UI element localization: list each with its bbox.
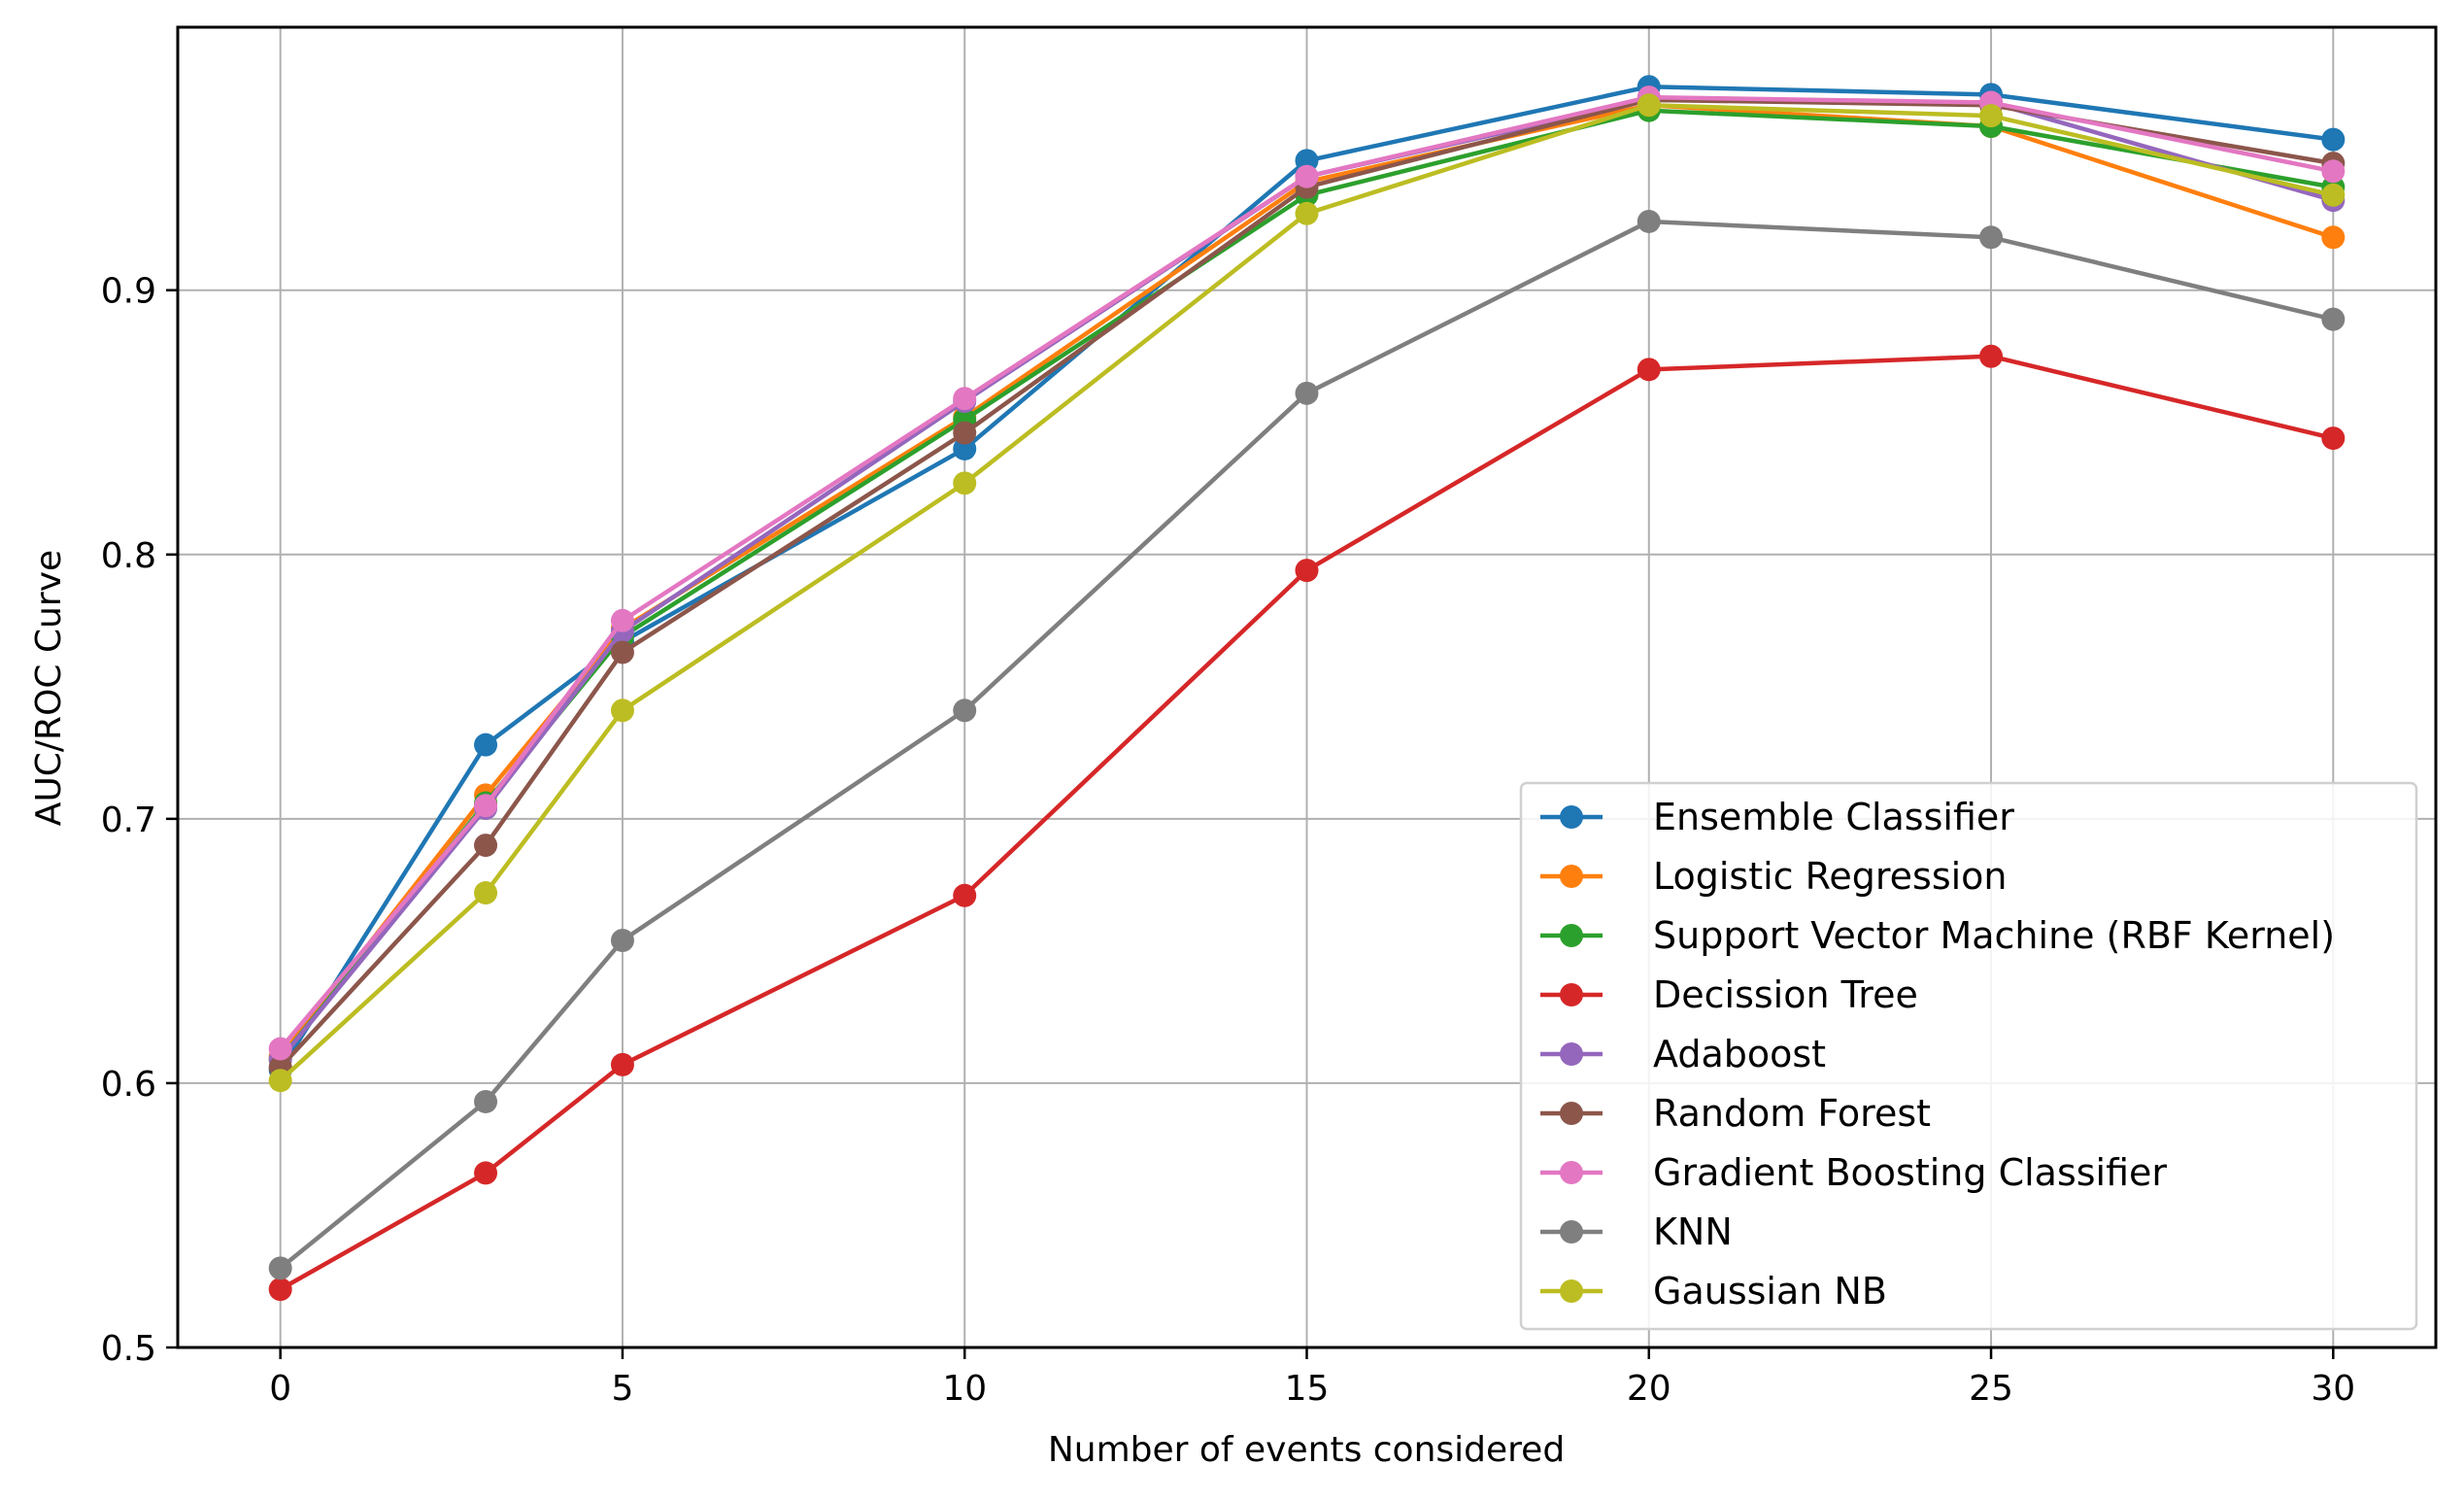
- y-tick-label: 0.6: [101, 1065, 156, 1105]
- x-tick-label: 30: [2311, 1369, 2355, 1409]
- legend-marker: [1560, 1161, 1583, 1184]
- x-tick-label: 0: [269, 1369, 291, 1409]
- legend-label: Gaussian NB: [1653, 1270, 1887, 1312]
- data-point: [610, 699, 634, 723]
- series-9: [268, 93, 2346, 1093]
- data-point: [610, 608, 634, 632]
- series-8: [268, 209, 2346, 1280]
- legend-label: KNN: [1653, 1210, 1733, 1253]
- legend: Ensemble Classifier Logistic Regression Su…: [1519, 781, 2418, 1331]
- data-point: [1979, 225, 2004, 250]
- y-tick-label: 0.8: [101, 536, 156, 576]
- series-line: [278, 94, 2334, 1051]
- data-point: [953, 387, 977, 411]
- data-point: [2321, 307, 2346, 331]
- series-line: [279, 219, 2334, 1271]
- legend-marker: [1560, 805, 1583, 829]
- legend-marker: [1560, 1042, 1583, 1066]
- legend-label: Gradient Boosting Classifier: [1653, 1151, 2167, 1194]
- data-point: [2321, 159, 2346, 184]
- y-tick-label: 0.9: [101, 272, 156, 312]
- x-tick-label: 10: [942, 1369, 987, 1409]
- data-point: [268, 1256, 292, 1280]
- legend-label: Decission Tree: [1653, 973, 1918, 1016]
- data-point: [2321, 127, 2346, 152]
- series-line: [279, 354, 2334, 1292]
- legend-item: KNN: [1540, 1210, 1733, 1253]
- legend-item: Adaboost: [1540, 1033, 1826, 1075]
- legend-item: Ensemble Classifier: [1540, 796, 2014, 838]
- legend-item: Support Vector Machine (RBF Kernel): [1540, 914, 2335, 957]
- legend-marker: [1560, 924, 1583, 947]
- series-line: [278, 84, 2334, 1072]
- legend-marker: [1560, 983, 1583, 1006]
- x-tick-label: 15: [1285, 1369, 1330, 1409]
- legend-item: Gaussian NB: [1540, 1270, 1887, 1312]
- legend-item: Random Forest: [1540, 1092, 1931, 1135]
- data-point: [1979, 104, 2004, 128]
- data-point: [2321, 183, 2346, 207]
- legend-label: Random Forest: [1653, 1092, 1931, 1135]
- series-4: [268, 344, 2346, 1302]
- series-layer: [268, 75, 2346, 1302]
- data-point: [268, 1037, 292, 1061]
- data-point: [474, 1089, 498, 1113]
- data-point: [1637, 93, 1661, 118]
- data-point: [1295, 201, 1319, 225]
- data-point: [1979, 344, 2004, 368]
- data-point: [1637, 358, 1661, 382]
- data-point: [474, 834, 498, 858]
- legend-marker: [1560, 865, 1583, 888]
- data-point: [474, 1161, 498, 1185]
- axis-ticks: 0 5 10 15 20 25 30 0.5 0.6 0.7 0.8 0.9: [101, 272, 2355, 1409]
- legend-item: Gradient Boosting Classifier: [1540, 1151, 2167, 1194]
- legend-marker: [1560, 1279, 1583, 1303]
- series-line: [279, 103, 2334, 1082]
- data-point: [610, 1052, 634, 1076]
- data-point: [1295, 164, 1319, 188]
- data-point: [268, 1278, 292, 1302]
- data-point: [474, 881, 498, 905]
- data-point: [2321, 225, 2346, 250]
- data-point: [1295, 559, 1319, 583]
- data-point: [610, 929, 634, 953]
- data-point: [953, 471, 977, 495]
- data-point: [474, 733, 498, 757]
- data-point: [2321, 426, 2346, 451]
- x-axis-label: Number of events considered: [1048, 1430, 1565, 1470]
- legend-label: Support Vector Machine (RBF Kernel): [1653, 914, 2335, 957]
- data-point: [268, 1069, 292, 1093]
- y-axis-label: AUC/ROC Curve: [29, 550, 69, 826]
- data-point: [953, 421, 977, 445]
- series-line: [279, 97, 2334, 1070]
- x-tick-label: 25: [1969, 1369, 2013, 1409]
- data-point: [474, 794, 498, 818]
- legend-marker: [1560, 1220, 1583, 1244]
- data-point: [953, 699, 977, 723]
- legend-marker: [1560, 1102, 1583, 1125]
- data-point: [953, 883, 977, 907]
- x-tick-label: 20: [1627, 1369, 1671, 1409]
- x-tick-label: 5: [612, 1369, 634, 1409]
- y-tick-label: 0.7: [101, 801, 156, 840]
- data-point: [1637, 209, 1661, 233]
- data-point: [1295, 381, 1319, 405]
- legend-item: Logistic Regression: [1540, 855, 2008, 898]
- data-point: [610, 640, 634, 665]
- legend-label: Logistic Regression: [1653, 855, 2008, 898]
- legend-box: [1519, 781, 2418, 1331]
- y-tick-label: 0.5: [101, 1329, 156, 1369]
- legend-label: Adaboost: [1653, 1033, 1826, 1075]
- legend-item: Decission Tree: [1540, 973, 1918, 1016]
- legend-label: Ensemble Classifier: [1653, 796, 2014, 838]
